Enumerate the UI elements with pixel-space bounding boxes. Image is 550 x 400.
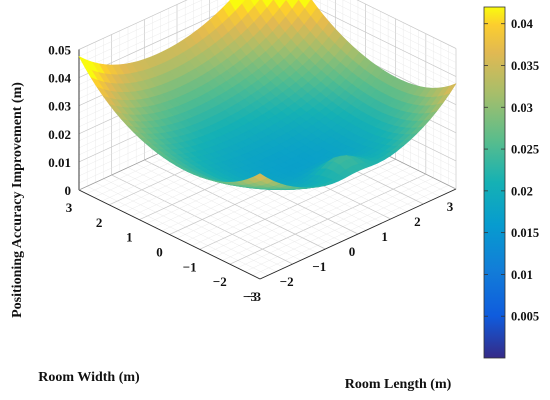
- colorbar-ticks: 0.005 0.01 0.015 0.02 0.025 0.03 0.035 0.04: [484, 17, 539, 324]
- surface-patch: [253, 173, 267, 181]
- colorbar-bar: [483, 6, 506, 359]
- x-tick-label: −3: [247, 289, 261, 304]
- z-tick-label: 0.03: [48, 99, 71, 114]
- y-tick-label: −1: [183, 259, 197, 274]
- z-tick-label: 0.01: [48, 155, 71, 170]
- colorbar-tick-label: 0.03: [511, 101, 533, 115]
- axes-tick-labels: −3 −2 −1 0 1 2 3 −3 −2 −1 0 1 2 3 0 0.01 0.02 0.03 0.04 0.0…: [48, 43, 454, 305]
- z-tick-label: 0.05: [48, 43, 71, 58]
- y-tick-label: −2: [213, 274, 227, 289]
- y-axis-label: Room Width (m): [38, 370, 140, 385]
- surface-patch: [239, 0, 246, 5]
- x-tick-label: 1: [381, 229, 388, 244]
- z-tick-label: 0: [65, 183, 72, 198]
- colorbar: [483, 6, 506, 359]
- y-tick-label: 1: [126, 230, 133, 245]
- colorbar-tick-label: 0.025: [511, 143, 539, 157]
- colorbar-tick-label: 0.005: [511, 310, 539, 324]
- x-tick-label: −1: [312, 259, 326, 274]
- surface-mesh: [78, 0, 457, 191]
- colorbar-tick-label: 0.02: [511, 184, 533, 198]
- colorbar-tick-label: 0.015: [511, 226, 539, 240]
- x-axis-label: Room Length (m): [345, 377, 452, 392]
- z-tick-label: 0.02: [48, 127, 71, 142]
- y-tick-label: 3: [66, 200, 73, 215]
- y-tick-label: 2: [96, 215, 103, 230]
- z-axis-label: Positioning Accuracy Improvement (m): [10, 82, 25, 318]
- colorbar-tick-label: 0.01: [511, 268, 533, 282]
- colorbar-tick-label: 0.035: [511, 59, 539, 73]
- axes-labels: Positioning Accuracy Improvement (m) Roo…: [10, 82, 452, 392]
- z-tick-label: 0.04: [48, 71, 71, 86]
- y-tick-label: −3: [243, 289, 257, 304]
- x-tick-label: 2: [414, 214, 421, 229]
- x-tick-label: 0: [349, 244, 356, 259]
- x-tick-label: −2: [280, 274, 294, 289]
- y-tick-label: 0: [156, 245, 163, 260]
- x-tick-label: 3: [447, 199, 454, 214]
- colorbar-tick-label: 0.04: [511, 17, 534, 31]
